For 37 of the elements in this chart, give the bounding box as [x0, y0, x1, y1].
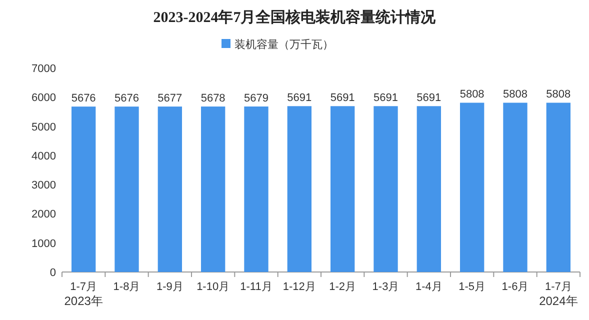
x-tick-label: 1-8月: [113, 281, 140, 293]
x-tick-label: 1-7月: [544, 281, 572, 293]
legend-label: 装机容量（万千瓦）: [234, 38, 334, 51]
y-tick-label: 7000: [32, 63, 56, 75]
y-tick-label: 0: [50, 267, 56, 279]
x-tick-label: 1-10月: [196, 281, 230, 293]
x-tick-label: 1-2月: [329, 281, 356, 293]
x-tick-label: 1-6月: [502, 281, 529, 293]
text: 2024年: [539, 294, 578, 308]
data-label: 5678: [200, 92, 226, 105]
data-label: 5677: [158, 92, 182, 105]
x-tick-label: 1-7月: [70, 281, 98, 293]
data-label: 5676: [114, 92, 139, 105]
y-tick-label: 2000: [32, 208, 56, 221]
text: 2023年: [64, 294, 103, 308]
data-label: 5808: [503, 88, 528, 101]
y-tick-label: 1000: [32, 238, 56, 250]
legend: 装机容量（万千瓦）: [222, 39, 334, 51]
y-tick-label: 3000: [32, 180, 56, 192]
data-label: 5679: [244, 92, 268, 104]
x-tick-label: 1-11月: [240, 281, 272, 293]
x-tick-label: 1-9月: [156, 281, 184, 293]
data-label: 5691: [416, 92, 442, 104]
x-tick-label: 1-3月: [372, 281, 400, 293]
data-label: 5808: [546, 88, 571, 101]
data-label: 5676: [71, 92, 96, 105]
x-tick-label: 1-4月: [415, 281, 442, 293]
data-label: 5691: [287, 92, 312, 104]
data-label: 5691: [374, 92, 398, 104]
x-tick-label: 1-5月: [458, 281, 486, 293]
x-tick-label: 1-12月: [282, 281, 316, 293]
y-tick-label: 5000: [32, 121, 56, 134]
chart-title: 2023-2024年7月全国核电装机容量统计情况: [153, 8, 437, 26]
data-label: 5808: [460, 88, 484, 101]
y-tick-label: 4000: [32, 150, 56, 162]
y-tick-label: 6000: [32, 92, 56, 104]
data-label: 5691: [330, 92, 355, 104]
